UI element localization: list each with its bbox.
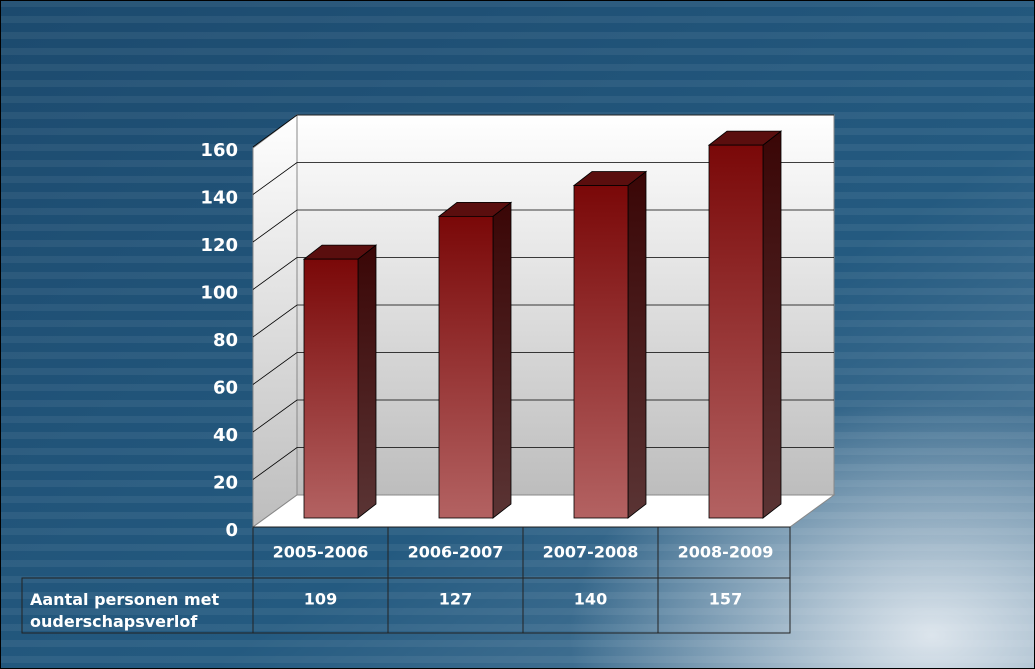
bar (707, 130, 783, 519)
grid-line (252, 162, 834, 195)
bar-side (357, 244, 377, 519)
data-table (21, 526, 791, 634)
grid-line (252, 447, 834, 480)
y-tick-label: 80 (213, 330, 238, 351)
bar (572, 170, 648, 519)
bar-front (438, 215, 494, 519)
grid-line (252, 352, 834, 385)
y-tick-label: 60 (213, 378, 238, 399)
x-tick-label: 2005-2006 (273, 543, 369, 562)
table-value: 157 (709, 590, 742, 609)
bar-front (303, 258, 359, 519)
y-tick-label: 40 (213, 425, 238, 446)
x-tick-label: 2008-2009 (678, 543, 774, 562)
y-tick-label: 100 (200, 283, 238, 304)
y-tick-label: 20 (213, 473, 238, 494)
table-value: 109 (304, 590, 337, 609)
y-tick-label: 140 (200, 188, 238, 209)
y-tick-label: 0 (225, 520, 238, 541)
table-series-name: Aantal personen met ouderschapsverlof (30, 590, 220, 631)
x-tick-label: 2006-2007 (408, 543, 504, 562)
grid-line (252, 257, 834, 290)
table-row-frame (21, 577, 791, 634)
grid-line (252, 399, 834, 433)
bar-front (708, 144, 764, 519)
bar (437, 201, 513, 519)
bar-side (762, 130, 782, 519)
grid-line (252, 209, 834, 243)
bar-side (627, 170, 647, 519)
y-tick-label: 120 (200, 235, 238, 256)
table-value: 140 (574, 590, 607, 609)
x-tick-label: 2007-2008 (543, 543, 639, 562)
bar (302, 244, 378, 519)
table-value: 127 (439, 590, 472, 609)
grid-line (252, 114, 834, 148)
bar-side (492, 201, 512, 519)
bar-front (573, 185, 629, 519)
y-tick-label: 160 (200, 140, 238, 161)
grid-line (252, 304, 834, 338)
